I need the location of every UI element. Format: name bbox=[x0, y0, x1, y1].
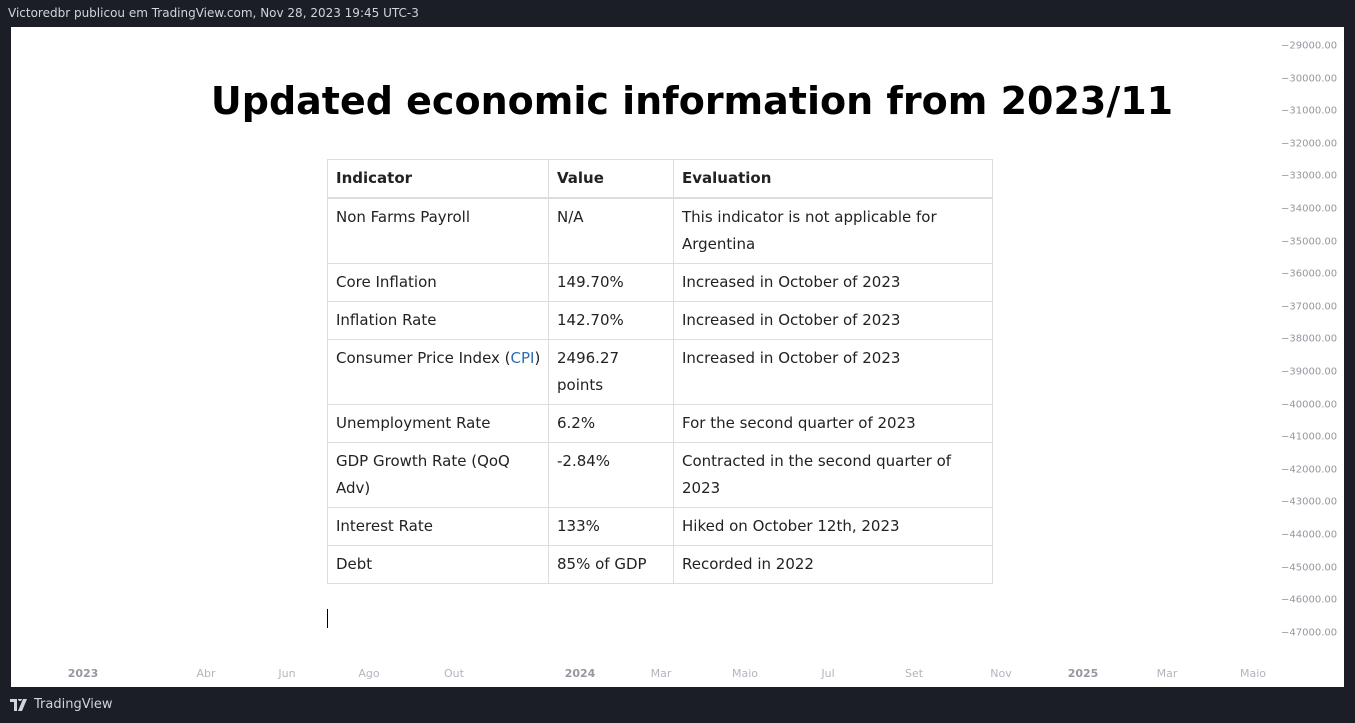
cell-text: ) bbox=[534, 349, 541, 367]
table-cell: Consumer Price Index (CPI) bbox=[327, 339, 549, 405]
table-cell: N/A bbox=[548, 197, 674, 264]
price-label: −29000.00 bbox=[1281, 40, 1338, 52]
publish-info: Victoredbr publicou em TradingView.com, … bbox=[8, 6, 419, 20]
table-cell: Core Inflation bbox=[327, 263, 549, 302]
table-cell: Non Farms Payroll bbox=[327, 197, 549, 264]
table-row: Core Inflation 149.70% Increased in Octobe… bbox=[327, 263, 993, 302]
indicator-table: Indicator Value Evaluation Non Farms Payrol… bbox=[327, 159, 993, 584]
table-cell: This indicator is not applicable for Arg… bbox=[673, 197, 993, 264]
table-cell: Debt bbox=[327, 545, 549, 584]
table-cell: 142.70% bbox=[548, 301, 674, 340]
table-body: Non Farms Payroll N/A This indicator is no… bbox=[327, 197, 993, 584]
table-row: Consumer Price Index (CPI) 2496.27 points… bbox=[327, 339, 993, 405]
time-label: Nov bbox=[990, 667, 1012, 680]
table-cell: Hiked on October 12th, 2023 bbox=[673, 507, 993, 546]
link-text: CPI bbox=[510, 349, 535, 367]
table-cell: Inflation Rate bbox=[327, 301, 549, 340]
time-label: Maio bbox=[731, 667, 759, 680]
logo bbox=[10, 698, 27, 711]
time-label: Ago bbox=[358, 667, 380, 680]
price-label: −33000.00 bbox=[1281, 170, 1338, 182]
price-label: −38000.00 bbox=[1281, 333, 1338, 345]
column-header: Indicator bbox=[327, 159, 549, 199]
brand: TradingView bbox=[34, 697, 113, 712]
table-row: Non Farms Payroll N/A This indicator is no… bbox=[327, 197, 993, 264]
column-header: Value bbox=[548, 159, 674, 199]
time-label: Set bbox=[904, 667, 924, 680]
price-label: −47000.00 bbox=[1281, 627, 1338, 639]
table-cell: Increased in October of 2023 bbox=[673, 301, 993, 340]
text-cursor bbox=[327, 609, 328, 628]
chart-panel: Updated economic information from 2023/1… bbox=[11, 27, 1344, 687]
table-cell: 133% bbox=[548, 507, 674, 546]
time-label: Maio bbox=[1239, 667, 1267, 680]
table-cell: Increased in October of 2023 bbox=[673, 339, 993, 405]
time-label: Abr bbox=[196, 667, 216, 680]
time-label: Mar bbox=[1156, 667, 1178, 680]
table-cell: Contracted in the second quarter of 2023 bbox=[673, 442, 993, 508]
price-label: −41000.00 bbox=[1281, 431, 1338, 443]
table-cell: -2.84% bbox=[548, 442, 674, 508]
table-cell: 85% of GDP bbox=[548, 545, 674, 584]
table-cell: 149.70% bbox=[548, 263, 674, 302]
price-label: −35000.00 bbox=[1281, 236, 1338, 248]
table-row: Interest Rate 133% Hiked on October 12th, … bbox=[327, 507, 993, 546]
price-label: −32000.00 bbox=[1281, 138, 1338, 150]
price-label: −37000.00 bbox=[1281, 301, 1338, 313]
price-label: −43000.00 bbox=[1281, 496, 1338, 508]
time-label: Mar bbox=[650, 667, 672, 680]
table-row: Inflation Rate 142.70% Increased in Octobe… bbox=[327, 301, 993, 340]
price-label: −45000.00 bbox=[1281, 562, 1338, 574]
price-label: −42000.00 bbox=[1281, 464, 1338, 476]
table-cell: Recorded in 2022 bbox=[673, 545, 993, 584]
price-label: −36000.00 bbox=[1281, 268, 1338, 280]
price-label: −39000.00 bbox=[1281, 366, 1338, 378]
table-cell: For the second quarter of 2023 bbox=[673, 404, 993, 443]
table-row: GDP Growth Rate (QoQ Adv) -2.84% Contracte… bbox=[327, 442, 993, 508]
table-cell: 6.2% bbox=[548, 404, 674, 443]
time-label: Jun bbox=[278, 667, 296, 680]
time-label: Jul bbox=[821, 667, 835, 680]
price-label: −40000.00 bbox=[1281, 399, 1338, 411]
table-row: Debt 85% of GDP Recorded in 2022 bbox=[327, 545, 993, 584]
cell-text: Consumer Price Index ( bbox=[336, 349, 511, 367]
price-label: −44000.00 bbox=[1281, 529, 1338, 541]
time-label: 2025 bbox=[1067, 667, 1099, 680]
footer: TradingView bbox=[10, 697, 113, 712]
table-cell: 2496.27 points bbox=[548, 339, 674, 405]
table-cell: Increased in October of 2023 bbox=[673, 263, 993, 302]
price-label: −46000.00 bbox=[1281, 594, 1338, 606]
column-header: Evaluation bbox=[673, 159, 993, 199]
price-label: −34000.00 bbox=[1281, 203, 1338, 215]
table-cell: Unemployment Rate bbox=[327, 404, 549, 443]
table-cell: Interest Rate bbox=[327, 507, 549, 546]
header-row: Indicator Value Evaluation bbox=[327, 159, 993, 199]
price-label: −31000.00 bbox=[1281, 105, 1338, 117]
time-label: 2024 bbox=[564, 667, 596, 680]
table-row: Unemployment Rate 6.2% For the second quar… bbox=[327, 404, 993, 443]
table-cell: GDP Growth Rate (QoQ Adv) bbox=[327, 442, 549, 508]
title: Updated economic information from 2023/1… bbox=[210, 79, 1174, 123]
time-label: Out bbox=[444, 667, 464, 680]
time-label: 2023 bbox=[67, 667, 99, 680]
price-label: −30000.00 bbox=[1281, 73, 1338, 85]
